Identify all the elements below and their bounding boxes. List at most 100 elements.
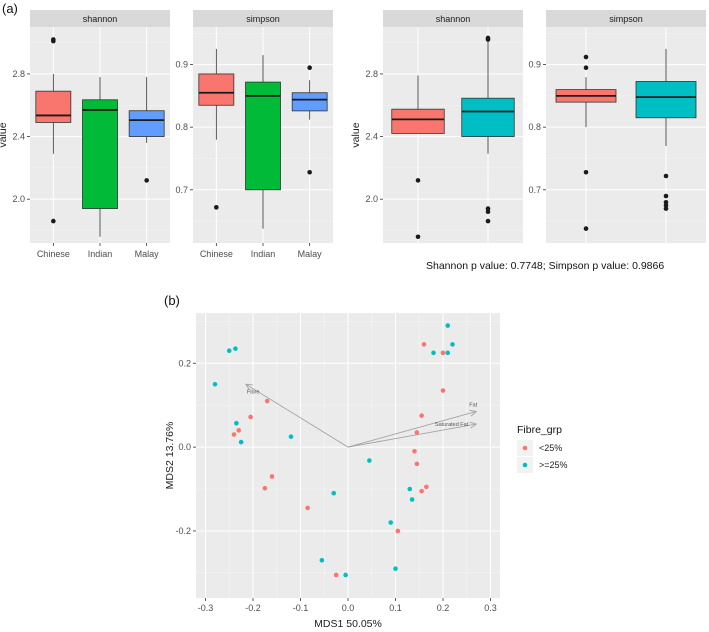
data-point bbox=[226, 348, 232, 354]
simpson-ethnicity-boxplot: simpson 0.7 0.8 0.9 Chinese Indian Malay bbox=[175, 10, 333, 259]
data-point bbox=[319, 557, 325, 563]
box-2 bbox=[82, 77, 118, 237]
data-point bbox=[212, 381, 218, 387]
arrow-head bbox=[244, 383, 253, 391]
facet-strip bbox=[30, 10, 170, 27]
x-tick-label: Chinese bbox=[37, 249, 70, 259]
box-1 bbox=[35, 37, 72, 224]
simpson-fibre-boxplot: simpson 0.7 0.8 0.9 bbox=[528, 10, 706, 243]
data-point bbox=[264, 398, 270, 404]
box-body bbox=[35, 90, 72, 123]
data-point bbox=[236, 428, 242, 433]
outlier-point bbox=[307, 169, 312, 175]
series-high-fibre bbox=[212, 323, 455, 578]
box-body bbox=[391, 108, 445, 134]
facet-strip bbox=[546, 10, 706, 27]
legend: Fibre_grp <25% >=25% bbox=[517, 424, 568, 473]
arrow-shaft bbox=[245, 383, 349, 448]
arrow-head bbox=[469, 421, 478, 429]
box-body bbox=[291, 92, 328, 112]
facet-label: simpson bbox=[246, 14, 280, 24]
arrow-label: Saturated Fat bbox=[435, 422, 469, 428]
box-body bbox=[198, 73, 235, 106]
y-tick-label: 0.7 bbox=[175, 185, 188, 195]
outlier-point bbox=[485, 209, 491, 214]
panel-background bbox=[546, 27, 706, 243]
data-point bbox=[424, 484, 429, 490]
data-point bbox=[419, 488, 424, 494]
y-tick-label: 2.4 bbox=[365, 132, 378, 142]
y-axis-title: value bbox=[0, 122, 9, 147]
data-point bbox=[450, 342, 455, 347]
arrow-label: Fibre bbox=[247, 389, 260, 395]
x-axis-title: MDS1 50.05% bbox=[314, 618, 382, 630]
data-point bbox=[269, 474, 275, 479]
outlier-point bbox=[583, 65, 589, 70]
data-point bbox=[431, 350, 436, 356]
data-point bbox=[388, 520, 394, 525]
vector-arrow-fibre: Fibre bbox=[244, 383, 349, 448]
data-point bbox=[248, 414, 253, 420]
y-tick-label: 2.8 bbox=[365, 69, 378, 79]
outlier-point bbox=[144, 178, 149, 183]
y-tick-label: 2.0 bbox=[365, 194, 378, 204]
box-3 bbox=[291, 65, 328, 175]
box-1 bbox=[555, 54, 617, 231]
outlier-point bbox=[663, 206, 669, 211]
outlier-point bbox=[485, 218, 491, 224]
y-axis-title: MDS2 13.76% bbox=[164, 422, 176, 490]
data-point bbox=[367, 458, 372, 463]
outlier-point bbox=[583, 54, 589, 60]
outlier-point bbox=[663, 173, 669, 179]
series-low-fibre bbox=[231, 342, 446, 578]
data-point bbox=[407, 486, 413, 492]
panel-a-tag: (a) bbox=[2, 1, 18, 16]
arrow-head bbox=[469, 409, 478, 417]
data-point bbox=[414, 430, 420, 435]
x-tick-label: 0.3 bbox=[484, 603, 497, 613]
box-2 bbox=[635, 48, 697, 211]
data-point bbox=[288, 434, 294, 439]
outlier-point bbox=[51, 218, 56, 224]
y-axis-title: value bbox=[350, 122, 362, 147]
x-tick-label: Malay bbox=[298, 249, 323, 259]
y-tick-label: 0.8 bbox=[528, 122, 541, 132]
data-point bbox=[445, 323, 451, 328]
y-tick-label: 2.8 bbox=[12, 69, 25, 79]
y-tick-label: 0.2 bbox=[178, 358, 191, 368]
legend-title: Fibre_grp bbox=[517, 424, 562, 436]
panel-b-tag: (b) bbox=[164, 293, 180, 308]
box-body bbox=[461, 97, 515, 137]
arrow-label: Fat bbox=[469, 402, 477, 408]
vector-arrow-saturated-fat: Saturated Fat bbox=[347, 421, 478, 448]
pvalue-text: Shannon p value: 0.7748; Simpson p value… bbox=[426, 260, 664, 272]
y-tick-label: 0.7 bbox=[528, 185, 541, 195]
vector-arrow-fat: Fat bbox=[347, 402, 478, 448]
y-tick-label: 2.0 bbox=[12, 194, 25, 204]
x-tick-label: Indian bbox=[88, 249, 113, 259]
x-tick-label: 0.1 bbox=[389, 603, 402, 613]
box-2 bbox=[461, 35, 515, 224]
shannon-fibre-boxplot: shannon 2.0 2.4 2.8 value bbox=[350, 10, 523, 243]
outlier-point bbox=[415, 234, 421, 240]
y-tick-label: -0.2 bbox=[175, 526, 191, 536]
data-point bbox=[393, 566, 398, 571]
data-point bbox=[305, 505, 310, 511]
facet-label: simpson bbox=[609, 14, 643, 24]
x-tick-label: -0.2 bbox=[245, 603, 261, 613]
data-point bbox=[419, 413, 424, 418]
box-2 bbox=[245, 55, 281, 229]
legend-label: <25% bbox=[539, 443, 562, 453]
data-point bbox=[262, 485, 268, 491]
x-tick-label: -0.1 bbox=[293, 603, 309, 613]
outlier-point bbox=[214, 205, 219, 210]
box-1 bbox=[391, 75, 445, 240]
data-point bbox=[409, 497, 415, 502]
box-3 bbox=[128, 77, 165, 183]
data-point bbox=[440, 350, 446, 356]
x-tick-label: Malay bbox=[135, 249, 160, 259]
x-tick-label: 0.2 bbox=[437, 603, 450, 613]
box-body bbox=[128, 110, 165, 137]
box-body bbox=[635, 81, 697, 119]
